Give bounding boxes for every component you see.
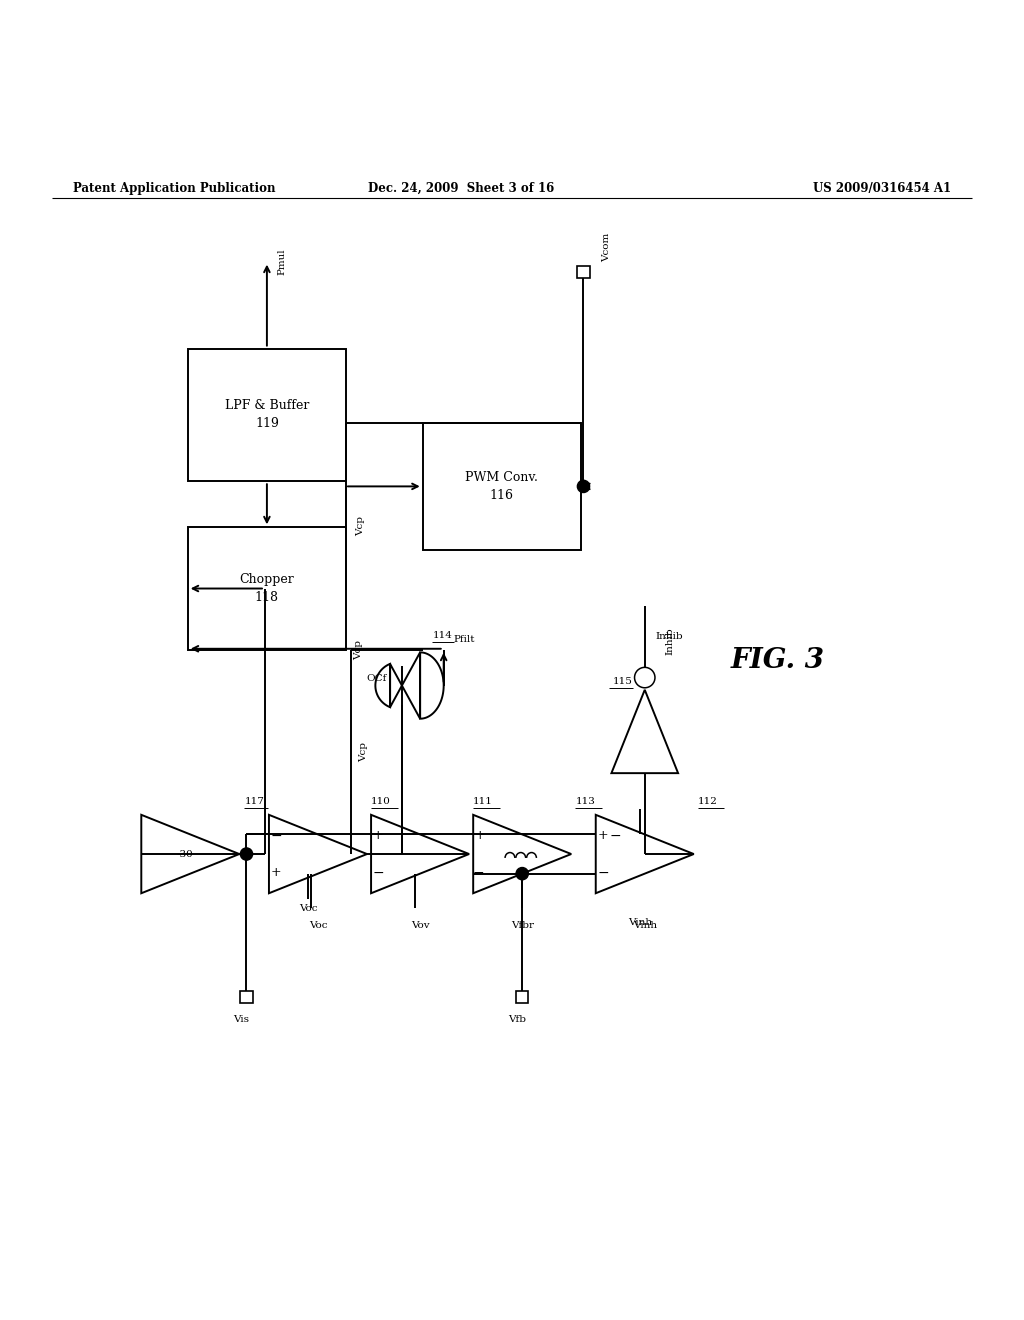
Bar	[516, 991, 528, 1003]
Text: Vcp: Vcp	[354, 640, 364, 660]
FancyBboxPatch shape	[423, 422, 581, 550]
Text: Pmul: Pmul	[278, 248, 286, 275]
Text: 111: 111	[473, 797, 494, 805]
Text: Voc: Voc	[299, 904, 317, 913]
Text: 112: 112	[698, 797, 718, 805]
Circle shape	[516, 867, 528, 879]
FancyBboxPatch shape	[187, 348, 346, 482]
Text: −: −	[597, 866, 608, 879]
Text: +: +	[598, 829, 608, 842]
Text: 110: 110	[371, 797, 391, 805]
Text: Vcp: Vcp	[356, 516, 366, 536]
Text: Vcp: Vcp	[359, 742, 369, 762]
Text: Vfb: Vfb	[508, 1015, 526, 1024]
FancyBboxPatch shape	[187, 527, 346, 649]
Text: Dec. 24, 2009  Sheet 3 of 16: Dec. 24, 2009 Sheet 3 of 16	[368, 182, 554, 194]
Text: −: −	[373, 866, 384, 879]
Text: -30: -30	[177, 850, 194, 858]
Text: 117: 117	[245, 797, 264, 805]
Text: Vfbr: Vfbr	[511, 921, 534, 931]
Text: +: +	[270, 866, 282, 879]
Text: 113: 113	[575, 797, 595, 805]
Text: LPF & Buffer
119: LPF & Buffer 119	[224, 400, 309, 430]
Text: −: −	[609, 829, 622, 842]
Text: Vcom: Vcom	[602, 232, 611, 261]
Text: Inhib: Inhib	[655, 632, 683, 642]
Text: OCf: OCf	[366, 675, 386, 684]
Text: Vinh: Vinh	[633, 921, 656, 931]
Text: Voc: Voc	[308, 921, 328, 931]
Text: Vov: Vov	[411, 921, 429, 931]
Bar	[241, 991, 253, 1003]
Text: −: −	[270, 829, 282, 842]
Text: Pfilt: Pfilt	[454, 635, 475, 644]
Text: FIG. 3: FIG. 3	[730, 647, 824, 673]
Text: 115: 115	[612, 677, 633, 685]
Text: Inhib: Inhib	[666, 627, 674, 655]
Text: Chopper
118: Chopper 118	[240, 573, 294, 605]
Text: Vis: Vis	[233, 1015, 250, 1024]
Circle shape	[241, 847, 253, 861]
Text: PWM Conv.
116: PWM Conv. 116	[465, 471, 539, 502]
Bar	[578, 265, 590, 279]
Text: +: +	[475, 829, 485, 842]
Text: 114: 114	[432, 631, 453, 640]
Text: US 2009/0316454 A1: US 2009/0316454 A1	[813, 182, 951, 194]
Text: Patent Application Publication: Patent Application Publication	[73, 182, 275, 194]
Text: −: −	[472, 866, 484, 879]
Text: +: +	[373, 829, 384, 842]
Text: Vinh: Vinh	[628, 919, 652, 928]
Circle shape	[578, 480, 590, 492]
